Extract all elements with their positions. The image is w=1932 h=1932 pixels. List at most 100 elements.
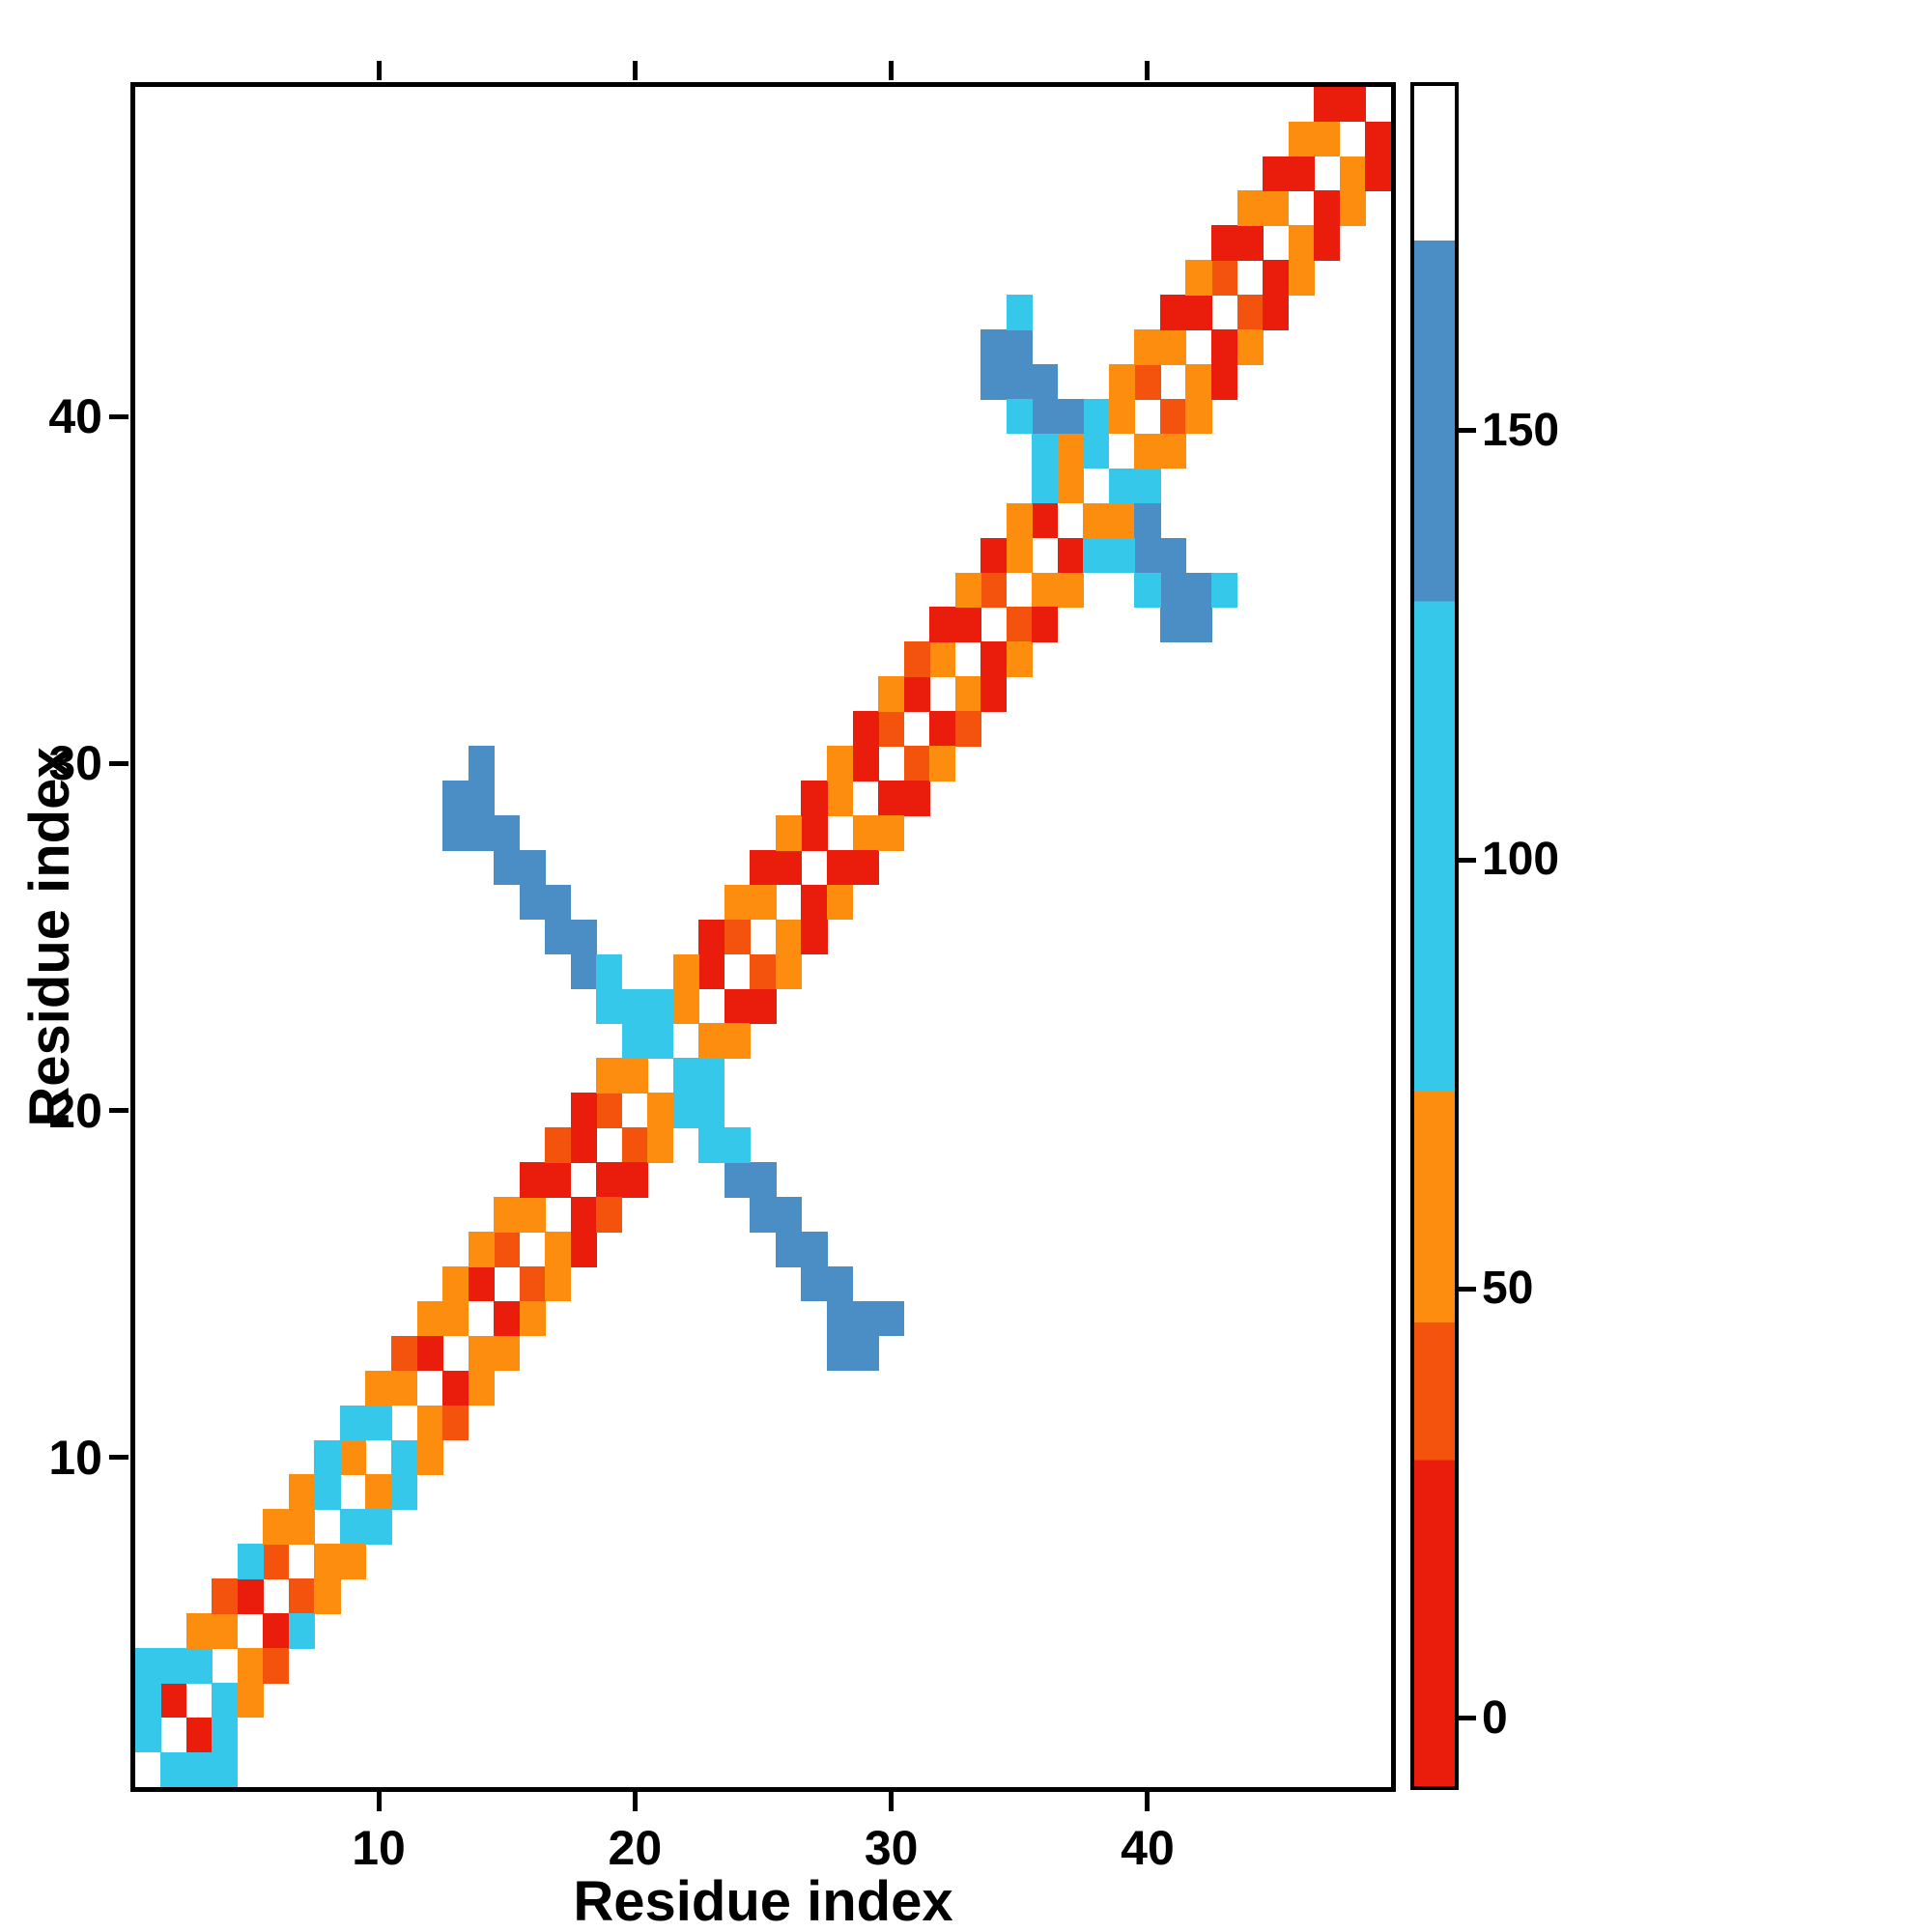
heatmap-cell (1365, 121, 1391, 157)
heatmap-cell (339, 1439, 367, 1476)
heatmap-cell (852, 746, 879, 781)
heatmap-cell (416, 1439, 443, 1476)
heatmap-cell (775, 1197, 803, 1233)
colorbar-gradient (1414, 86, 1455, 1786)
heatmap-cell (852, 1335, 879, 1372)
heatmap-cell (1210, 364, 1238, 400)
heatmap-cell (980, 641, 1008, 677)
heatmap-cell (903, 641, 930, 677)
heatmap-cell (647, 1127, 674, 1163)
x-tick-top (889, 61, 895, 80)
heatmap-cell (1314, 190, 1341, 226)
y-tick-label: 40 (48, 389, 102, 444)
heatmap-cell (237, 1544, 264, 1579)
heatmap-cell (698, 1127, 725, 1163)
heatmap-cell (750, 884, 777, 921)
heatmap-cell (160, 1751, 187, 1787)
heatmap-cell (1006, 537, 1033, 574)
heatmap-cell (1032, 502, 1059, 539)
heatmap-cell (135, 1682, 161, 1719)
heatmap-cell (468, 1370, 495, 1406)
x-axis-label: Residue index (573, 1870, 953, 1932)
heatmap-cell (416, 1300, 443, 1337)
heatmap-cell (1032, 433, 1059, 469)
heatmap-cell (827, 884, 854, 921)
heatmap-cell (801, 1232, 828, 1267)
heatmap-cell (1185, 607, 1212, 642)
heatmap-cell (391, 1439, 418, 1476)
heatmap-cell (852, 711, 879, 747)
x-tick-label: 10 (352, 1821, 406, 1875)
heatmap-cell (135, 1717, 161, 1753)
heatmap-cell (929, 641, 956, 677)
heatmap-cell (724, 1162, 752, 1198)
heatmap-cell (416, 1335, 443, 1372)
heatmap-cell (468, 1335, 495, 1372)
heatmap-cell (929, 607, 956, 642)
colorbar-tick (1459, 857, 1476, 863)
x-tick-top (376, 61, 382, 80)
y-tick-left (109, 413, 128, 419)
heatmap-cell (954, 607, 981, 642)
heatmap-cell (391, 1335, 418, 1372)
heatmap-cell (1032, 468, 1059, 504)
heatmap-cell (878, 781, 905, 816)
heatmap-cell (570, 1093, 597, 1128)
heatmap-cell (775, 953, 803, 990)
heatmap-cell (621, 1058, 648, 1094)
y-axis-label: Residue index (18, 747, 81, 1127)
heatmap-cell (314, 1544, 341, 1579)
heatmap-cell (545, 1232, 572, 1267)
heatmap-cell (672, 1093, 699, 1128)
heatmap-cell (698, 919, 725, 955)
heatmap-cell (1314, 121, 1341, 157)
colorbar-tick (1459, 1716, 1476, 1721)
heatmap-cell (980, 537, 1008, 574)
heatmap-cell (621, 1127, 648, 1163)
heatmap-cell (724, 1127, 752, 1163)
heatmap-cell (596, 1093, 623, 1128)
x-tick-bottom (632, 1792, 638, 1811)
heatmap-cell (237, 1648, 264, 1684)
heatmap-cell (545, 1127, 572, 1163)
heatmap-cell (724, 988, 752, 1025)
heatmap-cell (1083, 398, 1110, 435)
colorbar-tick-label: 50 (1482, 1263, 1534, 1315)
heatmap-cell (1134, 468, 1161, 504)
heatmap-cell (1134, 537, 1161, 574)
heatmap-cell (1134, 572, 1161, 609)
heatmap-cell (545, 1162, 572, 1198)
heatmap-cell (1108, 398, 1135, 435)
heatmap-cell (1032, 607, 1059, 642)
x-tick-bottom (376, 1792, 382, 1811)
heatmap-cell (1185, 364, 1212, 400)
heatmap-cell (1006, 502, 1033, 539)
heatmap-cell (1236, 225, 1264, 261)
heatmap-cell (212, 1717, 239, 1753)
heatmap-cell (135, 1648, 161, 1684)
y-tick-left (109, 1455, 128, 1461)
heatmap-cell (775, 1232, 803, 1267)
heatmap-cell (750, 1162, 777, 1198)
heatmap-cell (980, 676, 1008, 712)
colorbar (1410, 82, 1459, 1790)
heatmap-cell (1108, 502, 1135, 539)
heatmap-cell (596, 1058, 623, 1094)
heatmap-cell (1288, 121, 1315, 157)
heatmap-cell (878, 711, 905, 747)
heatmap-cell (1210, 329, 1238, 365)
heatmap-cell (339, 1405, 367, 1441)
heatmap-cell (1210, 260, 1238, 296)
heatmap-cell (519, 1162, 546, 1198)
heatmap-cell (519, 1197, 546, 1233)
x-tick-bottom (889, 1792, 895, 1811)
y-tick-label: 20 (48, 1083, 102, 1138)
heatmap-cell (237, 1578, 264, 1614)
heatmap-cell (903, 676, 930, 712)
colorbar-tick (1459, 1286, 1476, 1292)
heatmap-cell (468, 746, 495, 781)
y-tick-left (109, 760, 128, 766)
x-tick-top (1145, 61, 1151, 80)
heatmap-cell (1057, 468, 1084, 504)
heatmap-cell (185, 1717, 213, 1753)
